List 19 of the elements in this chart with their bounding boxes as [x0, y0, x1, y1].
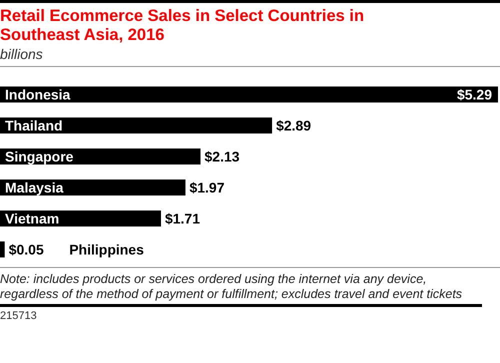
data-label: $2.13 — [204, 148, 240, 164]
y-tick-label: Philippines — [69, 241, 144, 258]
text: 215713 — [0, 309, 38, 322]
text: Note: includes products or services ordered using the internet via any device, regardless of the method of payment or fulfillment; excludes travel and event tickets — [0, 268, 482, 307]
chart-subtitle: billions — [0, 45, 44, 63]
bar — [0, 241, 5, 258]
y-tick-label: Vietnam — [5, 210, 60, 226]
bar — [0, 86, 498, 102]
data-label: $1.97 — [189, 179, 225, 196]
data-label: $1.71 — [164, 210, 200, 226]
y-tick-label: Thailand — [5, 117, 63, 134]
y-tick-label: Singapore — [5, 148, 74, 164]
bar — [0, 117, 272, 134]
data-label: $2.89 — [276, 117, 312, 134]
data-label: $0.05 — [8, 241, 44, 258]
data-label: $5.29 — [456, 86, 492, 102]
chart-title: Retail Ecommerce Sales in Select Countries in Southeast Asia, 2016 — [0, 7, 366, 45]
y-tick-label: Indonesia — [5, 86, 71, 102]
y-tick-label: Malaysia — [5, 179, 64, 196]
